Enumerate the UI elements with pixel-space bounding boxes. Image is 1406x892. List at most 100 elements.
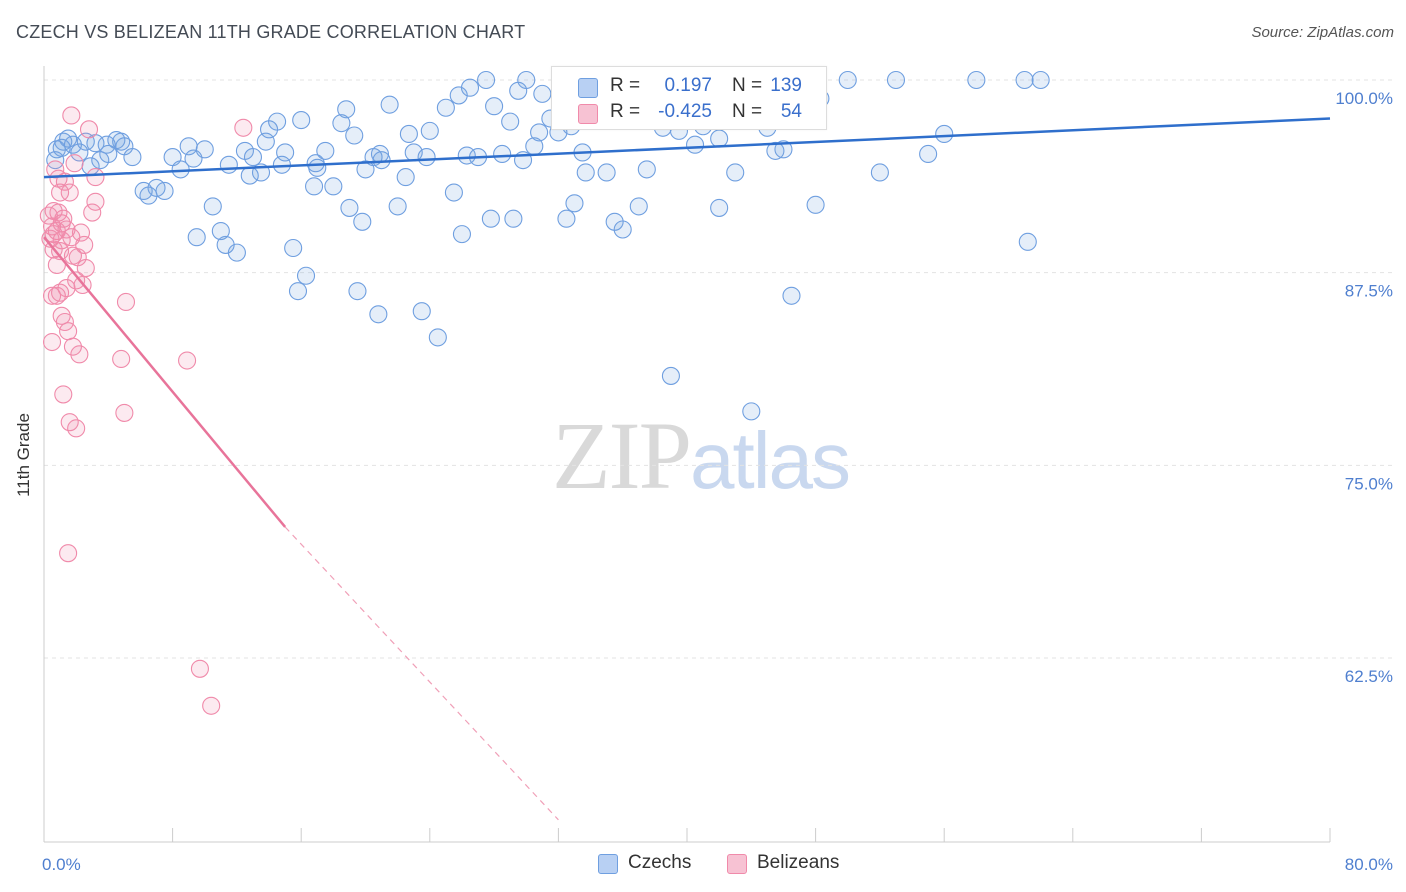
legend-n-value: 54 xyxy=(780,101,802,122)
point-czechs-54 xyxy=(412,302,431,321)
point-belizeans-25 xyxy=(65,154,84,173)
point-czechs-96 xyxy=(782,286,801,305)
point-czechs-33 xyxy=(288,282,308,301)
series-czechs xyxy=(46,70,1050,421)
point-czechs-112 xyxy=(184,149,203,168)
point-czechs-56 xyxy=(428,328,447,347)
point-czechs-95 xyxy=(774,140,793,159)
point-czechs-38 xyxy=(316,141,335,160)
point-belizeans-35 xyxy=(86,192,105,211)
point-czechs-41 xyxy=(337,100,356,119)
point-czechs-99 xyxy=(838,70,857,90)
watermark-atlas: atlas xyxy=(690,416,851,505)
point-belizeans-11 xyxy=(51,283,70,302)
point-czechs-82 xyxy=(629,197,648,216)
point-belizeans-47 xyxy=(51,242,70,261)
trend-czechs xyxy=(43,117,1331,179)
point-czechs-76 xyxy=(565,194,584,213)
trend-lines xyxy=(43,117,1331,821)
legend-r-label: R = xyxy=(610,101,641,122)
chart-title: CZECH VS BELIZEAN 11TH GRADE CORRELATION… xyxy=(16,22,526,42)
point-czechs-67 xyxy=(504,209,523,228)
point-czechs-34 xyxy=(292,111,311,130)
point-czechs-115 xyxy=(112,132,131,151)
point-czechs-24 xyxy=(227,243,246,262)
point-czechs-103 xyxy=(935,124,954,143)
point-belizeans-3 xyxy=(42,332,62,352)
y-tick-label-1: 75.0% xyxy=(1345,474,1393,493)
series-belizeans xyxy=(39,106,253,715)
point-czechs-125 xyxy=(46,151,65,170)
point-czechs-42 xyxy=(340,198,359,217)
point-czechs-88 xyxy=(685,135,705,154)
point-czechs-90 xyxy=(710,198,729,217)
x-tick-label-min: 0.0% xyxy=(42,855,81,874)
point-belizeans-44 xyxy=(59,544,78,563)
point-czechs-21 xyxy=(211,222,230,241)
point-czechs-81 xyxy=(613,220,632,239)
point-czechs-69 xyxy=(517,70,536,90)
point-czechs-127 xyxy=(345,126,364,145)
point-czechs-52 xyxy=(399,124,418,143)
legend-n-label: N = xyxy=(732,75,763,96)
point-czechs-114 xyxy=(155,181,174,201)
point-czechs-104 xyxy=(967,70,986,90)
point-czechs-59 xyxy=(452,225,472,244)
point-czechs-74 xyxy=(557,209,576,228)
point-czechs-86 xyxy=(661,366,680,385)
point-belizeans-51 xyxy=(52,214,71,233)
point-czechs-62 xyxy=(477,70,496,90)
point-czechs-50 xyxy=(388,197,407,216)
point-czechs-4 xyxy=(70,143,89,162)
point-czechs-49 xyxy=(380,95,399,114)
legend-n-label: N = xyxy=(732,101,763,122)
point-belizeans-20 xyxy=(60,183,79,202)
point-belizeans-36 xyxy=(86,168,105,187)
point-belizeans-27 xyxy=(67,271,86,290)
point-belizeans-34 xyxy=(83,203,102,222)
point-belizeans-53 xyxy=(42,217,62,236)
point-czechs-118 xyxy=(457,146,476,165)
trend-belizeans xyxy=(43,236,287,528)
legend-r-value: -0.425 xyxy=(658,101,712,122)
point-belizeans-41 xyxy=(190,659,209,678)
point-belizeans-37 xyxy=(112,349,131,369)
point-czechs-57 xyxy=(436,98,455,117)
data-points xyxy=(39,70,1050,715)
point-belizeans-26 xyxy=(67,419,86,438)
bottom-legend-swatch-czechs xyxy=(598,854,618,874)
point-czechs-35 xyxy=(296,266,316,285)
point-czechs-64 xyxy=(485,97,504,116)
point-belizeans-40 xyxy=(178,351,197,370)
point-czechs-26 xyxy=(243,148,263,167)
y-tick-label-3: 100.0% xyxy=(1335,89,1393,108)
point-belizeans-50 xyxy=(47,286,66,305)
legend-swatch-czechs xyxy=(578,78,598,98)
axes xyxy=(43,66,1331,843)
point-czechs-110 xyxy=(576,163,595,182)
legend-n-value: 139 xyxy=(770,75,802,96)
bottom-legend-label-belizeans: Belizeans xyxy=(757,852,840,873)
point-czechs-44 xyxy=(353,212,372,231)
y-tick-label-0: 62.5% xyxy=(1345,667,1393,686)
trend-belizeans-extension xyxy=(284,526,559,821)
point-czechs-11 xyxy=(123,148,142,167)
point-czechs-58 xyxy=(444,183,463,202)
point-czechs-39 xyxy=(324,177,343,196)
point-czechs-98 xyxy=(806,195,825,214)
point-czechs-111 xyxy=(449,86,468,105)
point-belizeans-28 xyxy=(70,345,89,364)
point-czechs-32 xyxy=(284,238,303,258)
watermark: ZIPatlas xyxy=(552,400,851,511)
point-czechs-30 xyxy=(268,112,287,131)
point-czechs-43 xyxy=(348,282,367,301)
source-credit: Source: ZipAtlas.com xyxy=(1251,24,1394,41)
point-czechs-101 xyxy=(886,70,906,90)
point-czechs-126 xyxy=(240,166,259,185)
point-belizeans-39 xyxy=(116,292,136,312)
point-czechs-8 xyxy=(99,144,118,164)
point-belizeans-42 xyxy=(202,696,221,715)
point-czechs-36 xyxy=(305,177,324,196)
point-czechs-20 xyxy=(203,197,222,216)
point-czechs-66 xyxy=(501,112,520,131)
